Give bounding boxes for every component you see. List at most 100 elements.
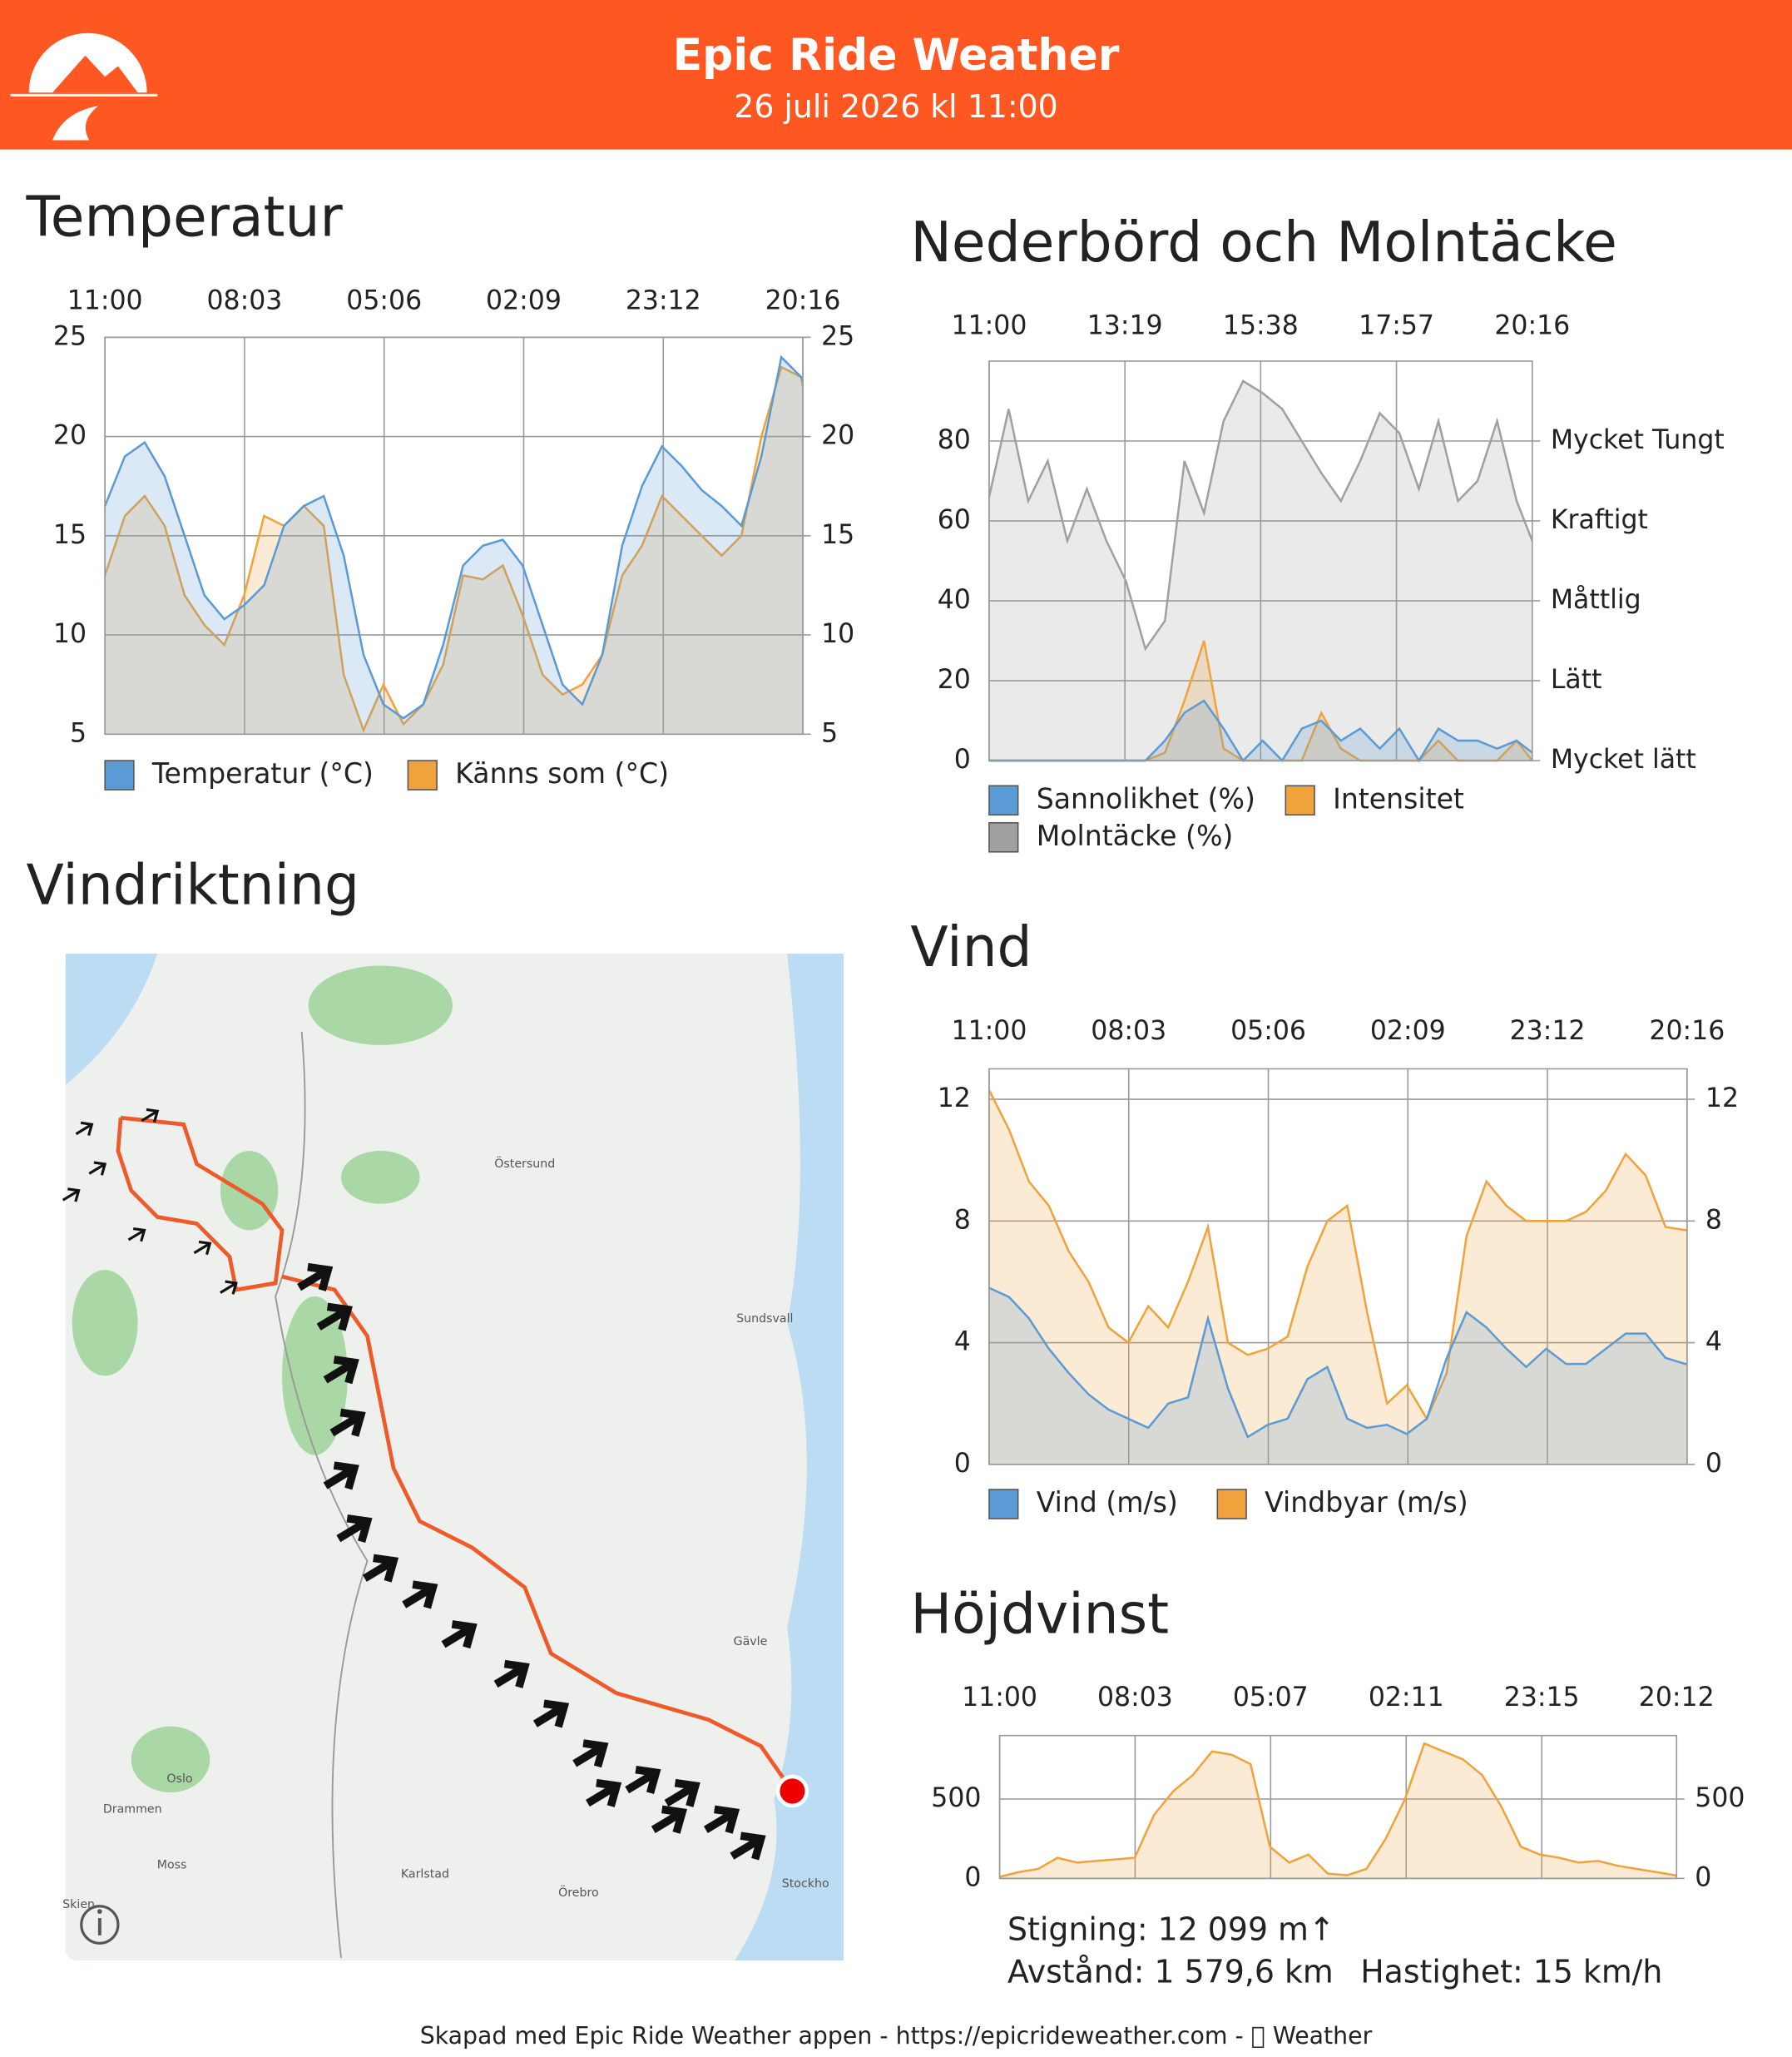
legend-swatch [988,822,1019,853]
x-tick-label: 17:57 [1359,311,1434,341]
app-title: Epic Ride Weather [673,31,1120,81]
x-tick-label: 02:11 [1369,1683,1444,1713]
legend-label: Sannolikhet (%) [1037,782,1255,815]
legend-swatch [988,1489,1019,1519]
legend-swatch [407,760,438,791]
climb-stat: Stigning: 12 099 m↑ [1007,1911,1335,1947]
wind-arrow [193,1240,212,1256]
wind-arrow [362,1554,399,1583]
series-line [999,1742,1678,1878]
wind-arrow [141,1108,160,1123]
map-label: Skien [62,1898,95,1911]
series-line [988,379,1533,652]
y-tick-label: 20 [53,421,87,451]
x-tick-label: 02:09 [1370,1016,1446,1046]
wind-arrow [88,1161,107,1176]
date-subtitle: 26 juli 2026 kl 11:00 [734,88,1057,125]
wind-arrow [336,1514,373,1543]
x-tick-label: 11:00 [67,285,143,315]
wind-arrow [323,1461,359,1490]
plot-area [999,1735,1677,1879]
y-tick-label: 10 [53,619,87,649]
y2-tick-label: 15 [821,520,854,550]
y2-tick-label: 8 [1705,1205,1722,1235]
map-title: Vindriktning [27,852,360,917]
x-tick-label: 15:38 [1223,311,1299,341]
chart-title: Vind [910,914,1032,979]
y2-tick-label: 0 [1695,1862,1711,1892]
legend-label: Temperatur (°C) [151,757,374,790]
area-fill [105,367,804,735]
y2-tick-label: 0 [1705,1449,1722,1479]
wind-arrow [127,1227,146,1242]
plot-border [988,360,1533,761]
wind-arrow [297,1262,334,1291]
area-fill [988,1287,1687,1465]
wind-arrow [586,1778,622,1807]
x-tick-label: 08:03 [1091,1016,1166,1046]
x-tick-label: 11:00 [962,1683,1037,1713]
wind-arrow [572,1739,609,1768]
map-label: Oslo [166,1772,192,1786]
wind-arrow [651,1805,688,1834]
map-label: Stockho [782,1877,829,1891]
legend-label: Vindbyar (m/s) [1265,1486,1468,1519]
y2-tick-label: 500 [1695,1783,1745,1813]
legend-label: Känns som (°C) [455,757,669,790]
area-fill [988,701,1532,761]
y2-tick-label: 25 [821,321,854,351]
wind-arrow [220,1280,238,1295]
wind-arrow [532,1699,570,1728]
y2-tick-label: Måttlig [1551,584,1641,615]
wind-arrow [493,1659,530,1688]
wind-arrow [316,1302,353,1331]
speed-stat: Hastighet: 15 km/h [1360,1953,1662,1990]
series-line [103,365,804,733]
plot-border [104,336,804,736]
x-tick-label: 23:12 [626,285,701,315]
map-label: Sundsvall [736,1312,793,1326]
x-tick-label: 20:16 [765,285,841,315]
series-line [103,354,804,720]
legend-swatch [1285,785,1315,816]
x-tick-label: 13:19 [1087,311,1163,341]
y-tick-label: 80 [938,425,971,455]
y-tick-label: 60 [938,505,971,535]
map [62,954,844,1960]
x-tick-label: 20:16 [1649,1016,1725,1046]
y2-tick-label: Lätt [1551,665,1602,695]
y-tick-label: 40 [938,585,971,615]
y-tick-label: 500 [931,1783,981,1813]
y-tick-label: 15 [53,520,87,550]
wind-arrow [323,1356,359,1385]
x-tick-label: 23:15 [1504,1683,1580,1713]
chart-title: Temperatur [26,184,344,249]
x-tick-label: 08:03 [206,285,282,315]
chart-title: Nederbörd och Molntäcke [910,210,1617,275]
map-label: Örebro [558,1885,599,1900]
x-tick-label: 08:03 [1097,1683,1173,1713]
y-tick-label: 25 [53,321,87,351]
y2-tick-label: Mycket Tungt [1551,425,1725,455]
area-fill [988,380,1532,761]
y-tick-label: 12 [938,1083,971,1113]
wind-arrow [75,1121,94,1137]
legend-swatch [1216,1489,1247,1519]
x-tick-label: 23:12 [1510,1016,1586,1046]
distance-stat: Avstånd: 1 579,6 km [1007,1953,1334,1990]
legend-label: Molntäcke (%) [1037,820,1234,852]
legend-swatch [104,760,135,791]
series-line [988,1089,1687,1421]
logo [10,32,158,141]
map-label: Drammen [103,1803,162,1817]
wind-arrow [62,1187,81,1202]
map-label: Gävle [734,1635,768,1648]
y2-tick-label: Mycket lätt [1551,745,1696,775]
y-tick-label: 5 [70,718,87,748]
x-tick-label: 11:00 [952,1016,1027,1046]
y-tick-label: 8 [954,1205,971,1235]
legend-label: Intensitet [1333,782,1464,815]
header-bar [0,0,1792,150]
y2-tick-label: 5 [821,718,838,748]
